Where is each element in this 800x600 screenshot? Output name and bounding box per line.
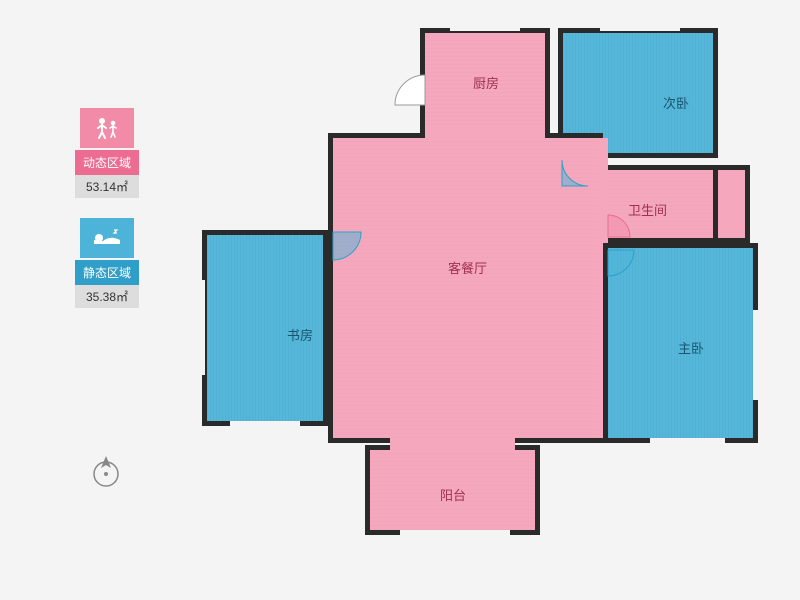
- room-study-label: 书房: [287, 325, 313, 344]
- legend-static-value: 35.38㎡: [75, 285, 139, 308]
- compass-north-icon: [86, 450, 126, 490]
- room-kitchen-label: 厨房: [473, 73, 499, 92]
- room-living: 客餐厅: [328, 133, 603, 443]
- static-sleep-icon: [80, 218, 134, 258]
- legend-static: 静态区域 35.38㎡: [75, 218, 139, 308]
- window-bed1-right: [753, 310, 759, 400]
- room-bath-label: 卫生间: [628, 200, 667, 219]
- legend-dynamic: 动态区域 53.14㎡: [75, 108, 139, 198]
- window-bed1-bottom: [650, 438, 725, 444]
- floorplan: 厨房 次卧 卫生间 客餐厅 书房 主卧 阳台: [200, 20, 760, 570]
- legend-static-label: 静态区域: [75, 260, 139, 285]
- room-bed2-label: 次卧: [663, 93, 689, 112]
- dynamic-people-icon: [80, 108, 134, 148]
- room-bath-ext: [718, 165, 750, 243]
- window-study-bottom: [230, 421, 300, 427]
- room-living-label: 客餐厅: [448, 258, 487, 277]
- room-bed1: 主卧: [603, 243, 758, 443]
- room-balcony-label: 阳台: [440, 485, 466, 504]
- legend-dynamic-value: 53.14㎡: [75, 175, 139, 198]
- room-bath: 卫生间: [603, 165, 718, 243]
- legend-dynamic-label: 动态区域: [75, 150, 139, 175]
- legend-panel: 动态区域 53.14㎡ 静态区域 35.38㎡: [75, 108, 139, 328]
- window-kitchen-top: [450, 25, 520, 31]
- room-living-under-kitchen: [425, 128, 545, 138]
- balcony-opening: [390, 438, 515, 450]
- room-study: 书房: [202, 230, 328, 426]
- window-study-left: [199, 280, 205, 375]
- room-kitchen: 厨房: [420, 28, 550, 133]
- window-balcony-bottom: [400, 530, 510, 536]
- window-bed2-top: [600, 25, 680, 31]
- room-balcony: 阳台: [365, 445, 540, 535]
- room-bed1-label: 主卧: [678, 338, 704, 357]
